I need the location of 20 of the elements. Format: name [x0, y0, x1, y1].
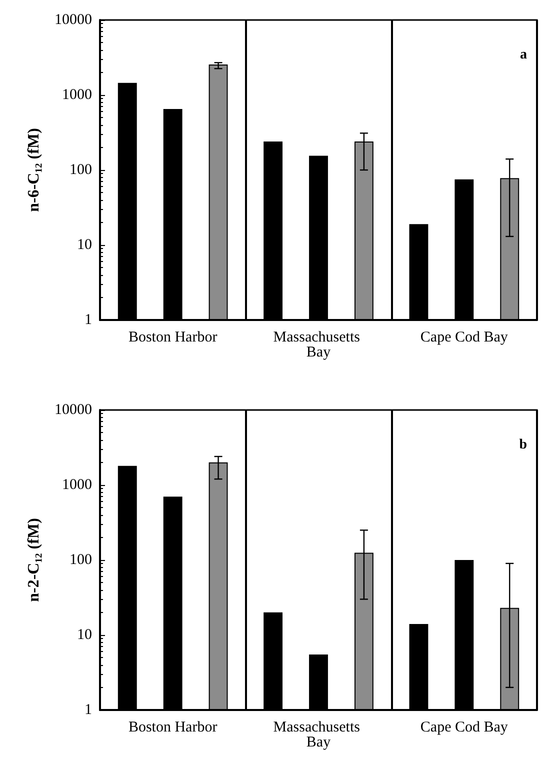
y-tick-label: 100 [70, 552, 92, 568]
y-tick-label: 10000 [54, 12, 92, 28]
y-tick-label: 100 [70, 162, 92, 178]
y-tick-label: 1000 [62, 477, 92, 493]
y-axis-title: n-2-C₁₂ (fM) [26, 518, 42, 602]
x-tick-label: Boston Harbor [128, 720, 218, 736]
x-tick-label: Cape Cod Bay [420, 720, 508, 736]
x-tick-label: Boston Harbor [128, 330, 218, 346]
y-tick-label: 10 [77, 627, 92, 643]
annotation: b [519, 438, 528, 452]
y-tick-label: 1 [84, 312, 92, 328]
y-tick-label: 1 [84, 702, 92, 718]
x-tick-label: Massachusetts Bay [273, 720, 364, 750]
y-tick-label: 10 [77, 237, 92, 253]
x-tick-label: Massachusetts Bay [273, 330, 364, 360]
y-axis-title: n-6-C₁₂ (fM) [26, 128, 42, 212]
y-tick-label: 10000 [54, 402, 92, 418]
y-tick-label: 1000 [62, 87, 92, 103]
annotation: a [520, 48, 527, 62]
x-tick-label: Cape Cod Bay [420, 330, 508, 346]
